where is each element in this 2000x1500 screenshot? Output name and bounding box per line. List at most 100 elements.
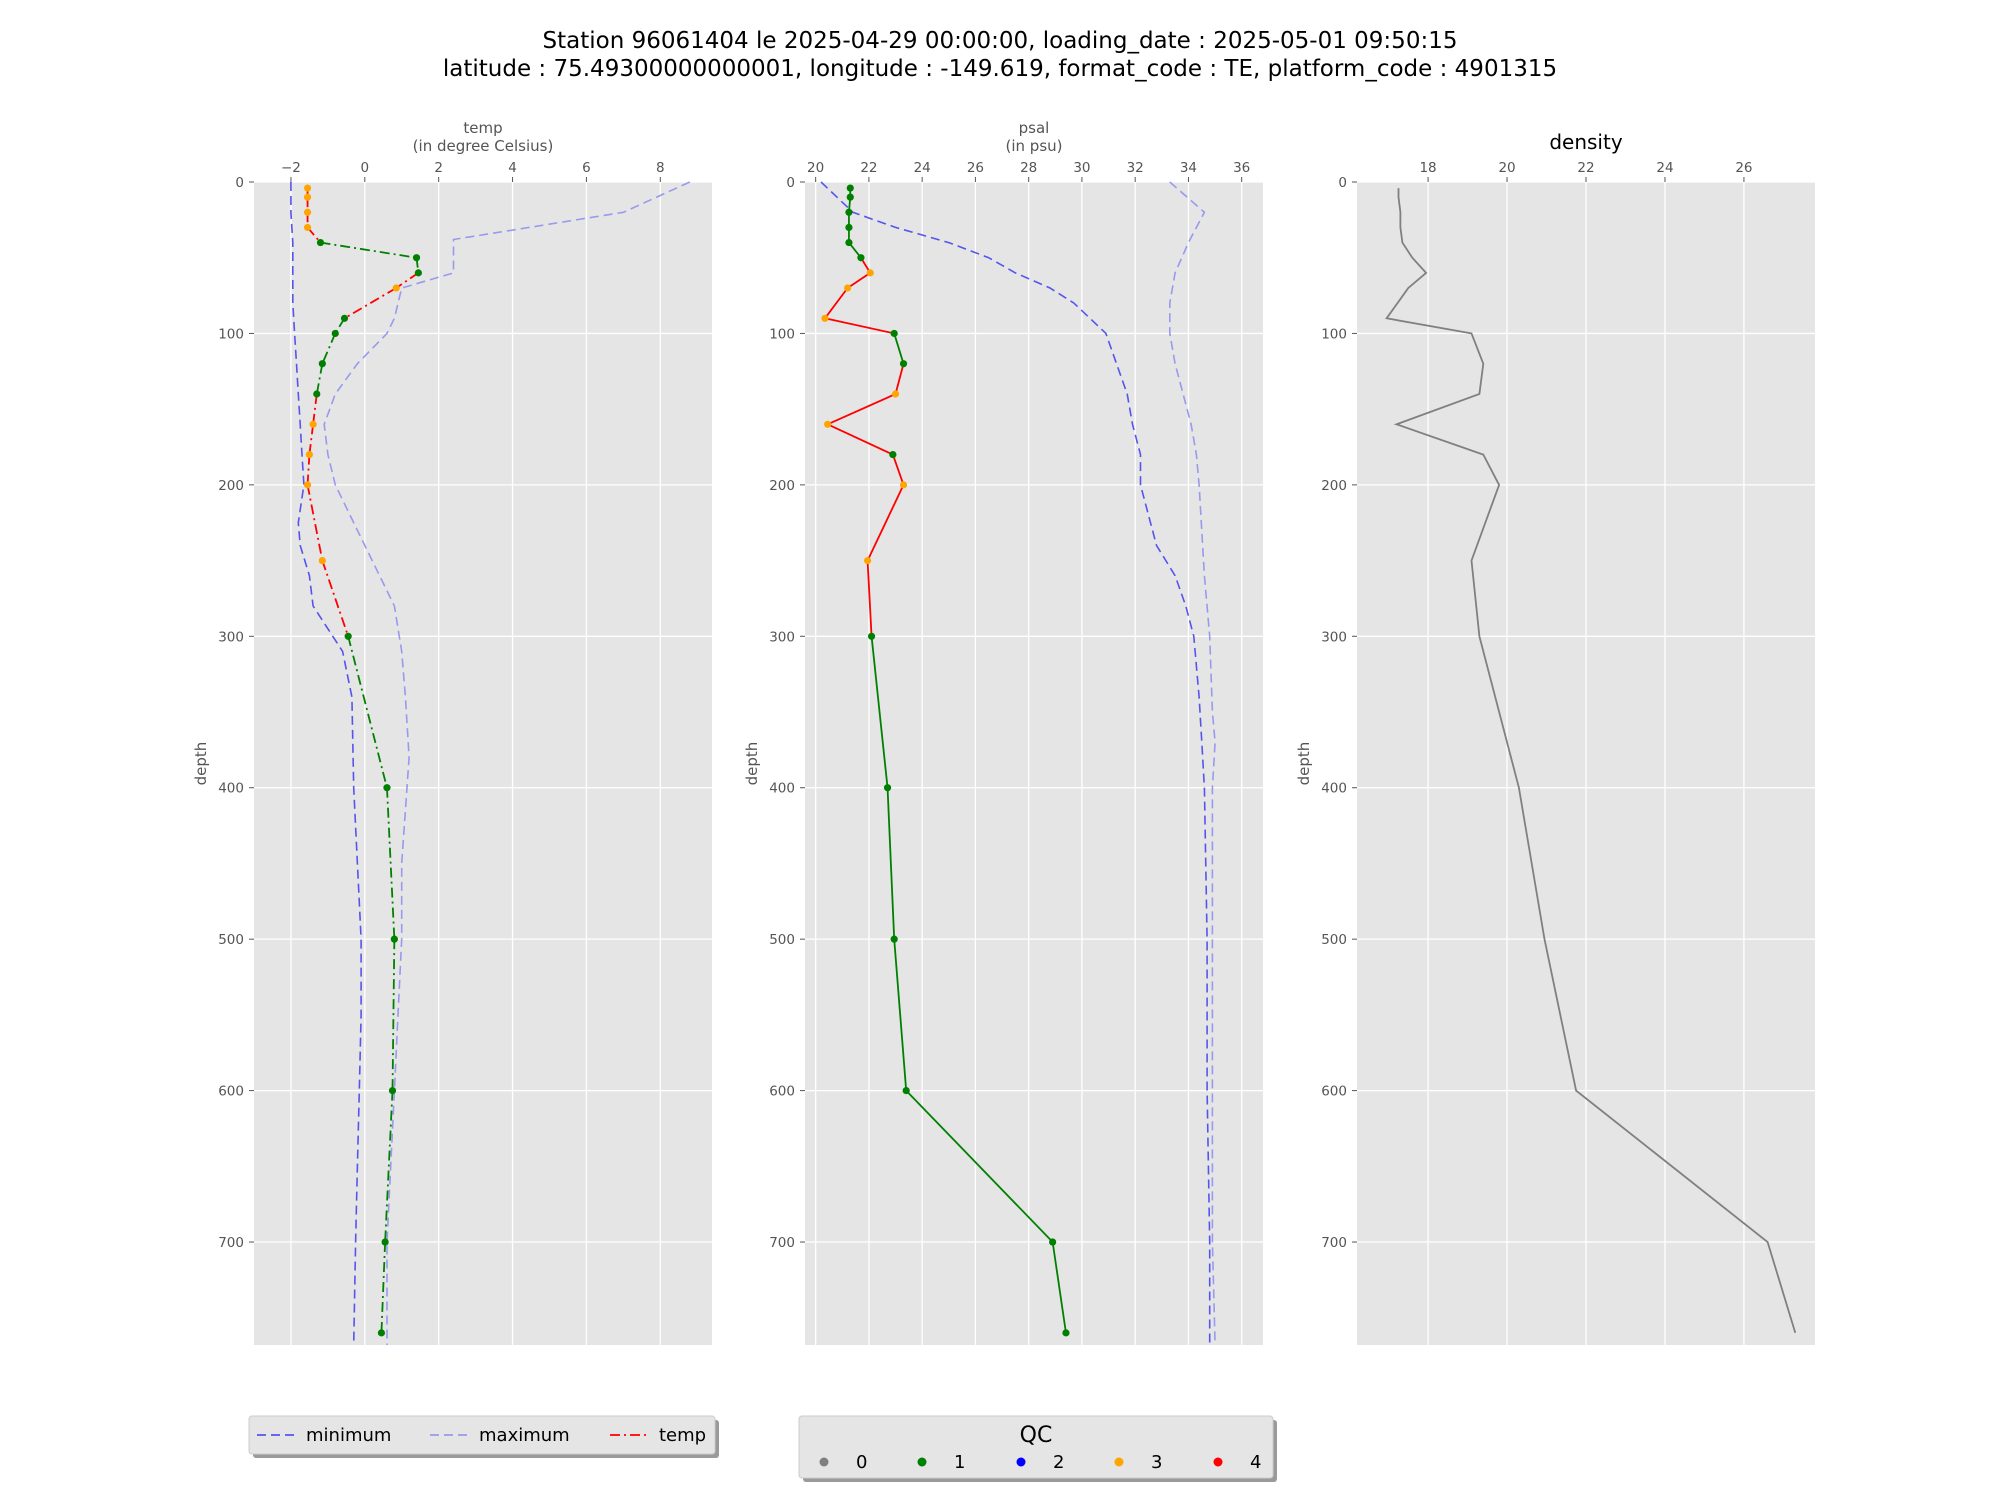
qc-swatch-1 <box>917 1457 927 1467</box>
temp-qc-point <box>340 314 349 322</box>
temp-qc-point <box>318 556 326 565</box>
psal-line-segment <box>893 333 905 364</box>
psal-line-segment <box>847 272 871 289</box>
figure-title-line1: Station 96061404 le 2025-04-29 00:00:00,… <box>543 28 1458 54</box>
psal-qc-point <box>846 184 854 192</box>
psal-y-tick-label: 200 <box>769 478 795 494</box>
psal-qc-point <box>899 360 908 368</box>
temp-line-segment <box>386 787 396 940</box>
psal-line-segment <box>905 1089 1054 1243</box>
temp-qc-point <box>316 238 325 247</box>
temp-line-segment <box>306 484 324 561</box>
temp-y-tick-label: 700 <box>218 1235 244 1251</box>
qc-label-0: 0 <box>856 1452 867 1473</box>
temp-qc-point <box>390 935 398 943</box>
psal-x-axis-unit: (in psu) <box>1006 137 1063 155</box>
temp-x-tick-label: 4 <box>508 160 517 176</box>
temp-qc-point <box>303 481 312 489</box>
temp-qc-point <box>377 1329 386 1337</box>
psal-qc-point <box>844 284 852 292</box>
density-x-tick-label: 22 <box>1577 160 1594 176</box>
psal-qc-point <box>857 254 865 262</box>
temp-x-axis-label: temp <box>463 119 502 137</box>
temp-line-segment <box>315 363 324 395</box>
density-y-tick-label: 600 <box>1321 1084 1347 1100</box>
psal-x-tick-label: 30 <box>1073 160 1090 176</box>
psal-minimum-line <box>820 181 1211 1345</box>
psal-x-tick-label: 28 <box>1020 160 1037 176</box>
temp-qc-point <box>303 223 312 232</box>
temp-line-segment <box>308 424 314 455</box>
psal-y-tick-label: 600 <box>769 1084 795 1100</box>
psal-plot-area <box>805 182 1263 1345</box>
density-x-tick-label: 18 <box>1419 160 1436 176</box>
temp-x-tick-label: 2 <box>434 160 443 176</box>
temp-y-tick-label: 0 <box>235 175 244 191</box>
psal-panel: 20 22 24 26 28 30 32 34 36 0 100 200 300 400 500 600 700… <box>743 119 1263 1346</box>
temp-qc-point <box>313 390 321 398</box>
psal-y-tick-label: 700 <box>769 1235 795 1251</box>
psal-x-tick-label: 20 <box>807 160 824 176</box>
line-legend-box <box>248 1415 716 1455</box>
psal-y-tick-label: 300 <box>769 629 795 645</box>
temp-minimum-line <box>290 182 362 1346</box>
line-legend: minimum maximum temp <box>248 1415 719 1458</box>
psal-qc-point <box>845 208 853 216</box>
psal-qc-point <box>824 420 832 428</box>
psal-x-tick-label: 32 <box>1127 160 1144 176</box>
temp-panel: −2 0 2 4 6 8 0 100 200 300 400 500 600 700 temp(in deg… <box>192 119 712 1346</box>
temp-line-segment <box>344 287 397 320</box>
density-panel-title: density <box>1549 130 1622 154</box>
psal-line-segment <box>827 423 894 456</box>
psal-qc-point <box>867 632 876 640</box>
qc-swatch-4 <box>1213 1457 1223 1467</box>
qc-swatch-0 <box>819 1457 829 1467</box>
psal-qc-point <box>845 238 853 247</box>
temp-line-segment <box>306 454 311 485</box>
temp-qc-point <box>303 208 312 216</box>
qc-legend-box <box>798 1415 1274 1479</box>
figure-title-line2: latitude : 75.49300000000001, longitude … <box>443 56 1557 82</box>
psal-line-segment <box>827 393 896 426</box>
temp-x-tick-label: 8 <box>656 160 665 176</box>
qc-label-4: 4 <box>1250 1452 1261 1473</box>
psal-y-tick-label: 100 <box>769 326 795 342</box>
temp-qc-point <box>414 269 422 277</box>
qc-label-1: 1 <box>954 1452 965 1473</box>
psal-line-segment <box>866 560 873 637</box>
density-y-tick-label: 500 <box>1321 932 1347 948</box>
legend-label-maximum: maximum <box>479 1425 570 1446</box>
density-y-tick-label: 200 <box>1321 478 1347 494</box>
temp-qc-point <box>318 360 326 368</box>
psal-line-segment <box>866 484 905 561</box>
psal-qc-point <box>1049 1238 1057 1246</box>
temp-y-axis-label: depth <box>192 742 210 786</box>
temp-line-segment <box>347 636 388 788</box>
temp-y-tick-label: 500 <box>218 932 244 948</box>
qc-legend-title: QC <box>1020 1423 1053 1448</box>
psal-qc-point <box>889 450 897 459</box>
temp-x-axis-unit: (in degree Celsius) <box>413 137 554 155</box>
density-y-tick-label: 100 <box>1321 326 1347 342</box>
temp-x-tick-label: 6 <box>582 160 591 176</box>
qc-swatch-2 <box>1016 1457 1026 1467</box>
psal-line-segment <box>892 454 905 486</box>
psal-qc-point <box>883 784 892 792</box>
psal-x-tick-label: 34 <box>1180 160 1197 176</box>
qc-swatch-3 <box>1114 1457 1124 1467</box>
psal-y-axis-label: depth <box>743 742 761 786</box>
qc-label-2: 2 <box>1053 1452 1064 1473</box>
temp-line-segment <box>391 939 396 1091</box>
psal-line-segment <box>824 317 895 335</box>
psal-qc-point <box>1062 1329 1070 1337</box>
density-y-tick-label: 700 <box>1321 1235 1347 1251</box>
psal-line-segment <box>886 787 896 940</box>
temp-qc-point <box>331 329 339 338</box>
legend-label-minimum: minimum <box>306 1425 391 1446</box>
temp-qc-point <box>344 632 352 640</box>
temp-qc-point <box>309 420 317 428</box>
psal-qc-point <box>890 935 898 943</box>
psal-x-axis-label: psal <box>1019 119 1050 137</box>
temp-maximum-line <box>323 181 691 1345</box>
